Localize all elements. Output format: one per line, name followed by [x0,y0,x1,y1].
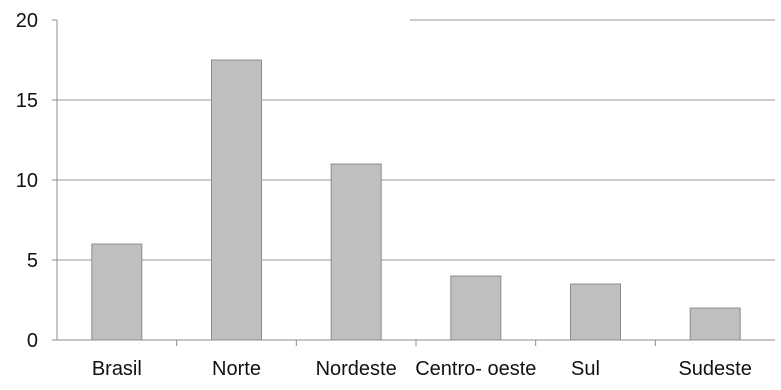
bar-centro-oeste [450,275,502,341]
gridlines [57,19,775,261]
y-tick-label: 20 [16,10,38,32]
tick-labels: 0 5 10 15 20 Brasil Norte Nordeste Centro- oeste… [16,10,752,380]
x-tick-label: Sudeste [678,358,751,380]
bar-brasil [91,243,143,341]
x-tick-label: Norte [212,358,261,380]
y-tick-label: 10 [16,170,38,192]
x-tick-label: Nordeste [316,358,397,380]
axes [52,19,775,346]
x-tick-label: Brasil [92,358,142,380]
bar-nordeste [330,163,382,341]
bar-sudeste [689,307,741,341]
bars [91,59,741,341]
y-tick-label: 5 [27,250,38,272]
y-tick-label: 15 [16,90,38,112]
bar-norte [211,59,262,341]
bar-sul [570,283,621,341]
y-tick-label: 0 [27,330,38,352]
x-tick-label: Sul [571,358,600,380]
x-tick-label: Centro- oeste [415,358,536,380]
